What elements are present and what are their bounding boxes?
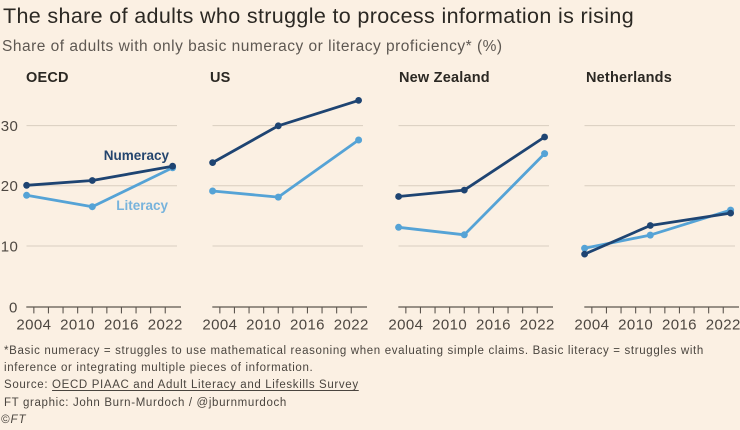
svg-text:2004: 2004 [16,317,51,334]
svg-text:2022: 2022 [520,317,555,334]
svg-text:2016: 2016 [290,317,325,334]
svg-text:10: 10 [1,238,19,255]
svg-text:2004: 2004 [574,317,609,334]
svg-text:2010: 2010 [246,317,281,334]
svg-text:Numeracy: Numeracy [104,148,170,163]
svg-text:2016: 2016 [476,317,511,334]
svg-text:2010: 2010 [618,317,653,334]
svg-text:2016: 2016 [104,317,139,334]
svg-text:2022: 2022 [706,317,740,334]
svg-text:2022: 2022 [334,317,369,334]
svg-text:2004: 2004 [388,317,423,334]
svg-text:2010: 2010 [60,317,95,334]
svg-text:Literacy: Literacy [116,198,168,213]
svg-text:2016: 2016 [662,317,697,334]
svg-text:2004: 2004 [202,317,237,334]
svg-text:2022: 2022 [148,317,183,334]
svg-text:0: 0 [9,299,18,316]
svg-text:2010: 2010 [432,317,467,334]
svg-text:20: 20 [1,178,19,195]
svg-text:30: 30 [1,118,19,135]
